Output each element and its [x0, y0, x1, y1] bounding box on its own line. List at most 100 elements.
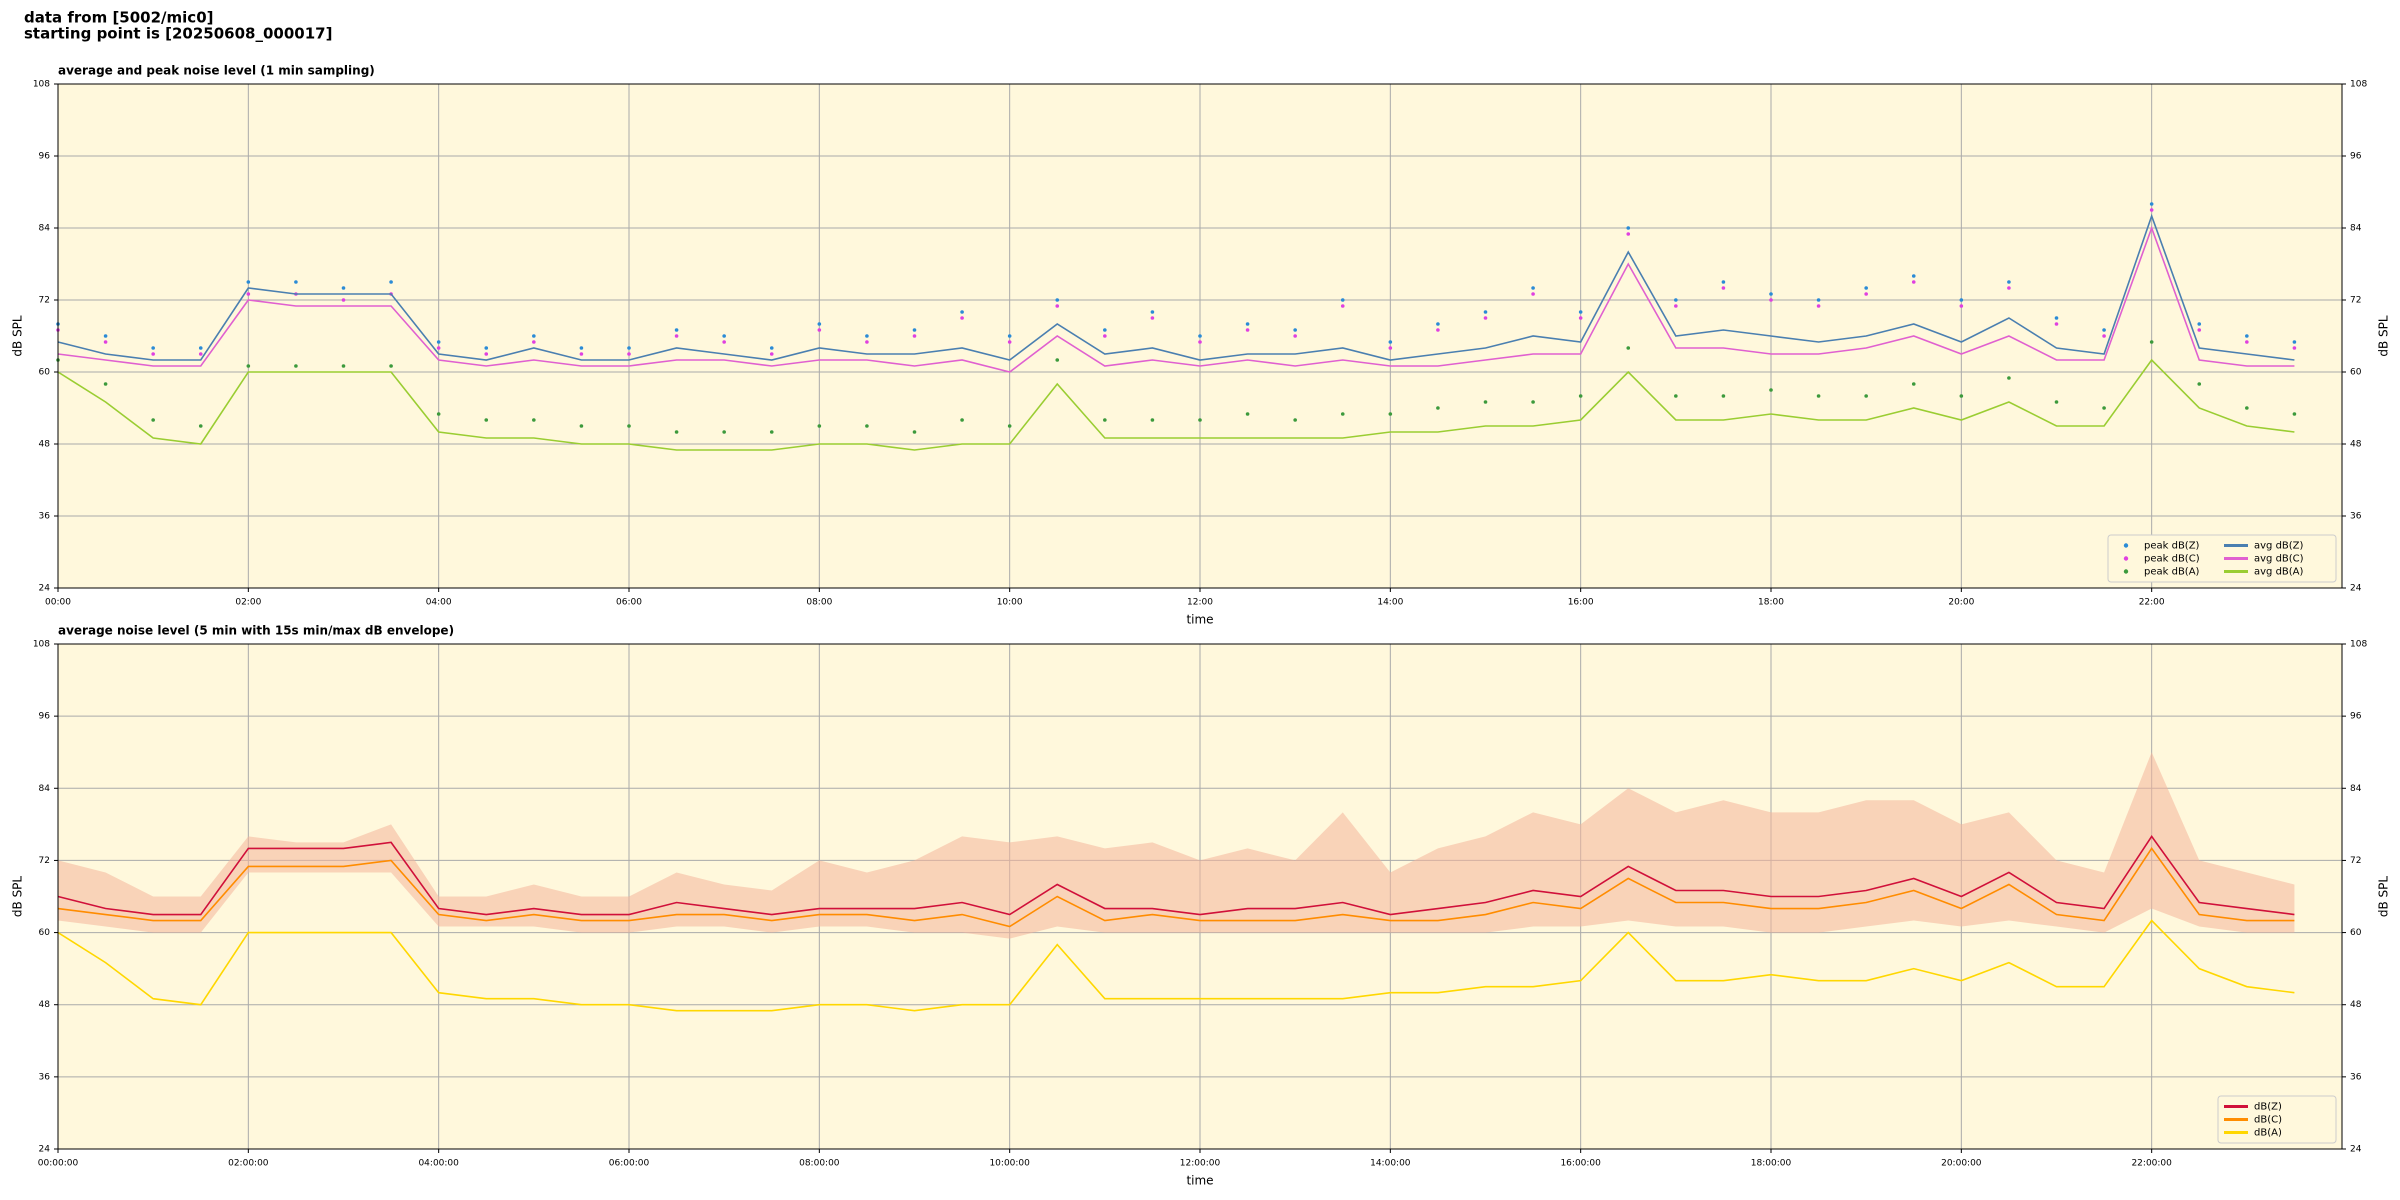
x-tick-label: 02:00 — [235, 598, 261, 608]
legend-label: avg dB(C) — [2254, 554, 2304, 565]
peak-point — [436, 340, 441, 344]
chart-panel: average noise level (5 min with 15s min/… — [11, 624, 2391, 1188]
peak-point — [2292, 340, 2297, 344]
peak-point — [198, 424, 203, 428]
legend: peak dB(Z) peak dB(C) peak dB(A) avg dB(Z) a… — [2107, 534, 2337, 583]
peak-point — [769, 346, 774, 350]
peak-point — [2245, 406, 2249, 410]
peak-point — [1674, 394, 1678, 398]
peak-point — [1531, 292, 1535, 296]
peak-point — [1578, 316, 1583, 320]
chart-panel: average and peak noise level (1 min samp… — [11, 64, 2391, 627]
peak-point — [1150, 310, 1155, 314]
peak-point — [627, 352, 631, 356]
peak-point — [294, 280, 298, 284]
peak-point — [198, 346, 203, 350]
peak-point — [246, 292, 251, 296]
peak-point — [1483, 400, 1488, 404]
y-tick-label: 108 — [33, 80, 50, 90]
peak-point — [2007, 376, 2011, 380]
peak-point — [865, 340, 869, 344]
peak-point — [1388, 412, 1393, 416]
y-tick-label-right: 72 — [2350, 856, 2361, 866]
y-tick-label: 48 — [39, 440, 51, 450]
peak-point — [1578, 394, 1583, 398]
peak-point — [484, 352, 489, 356]
peak-point — [722, 340, 726, 344]
y-tick-label-right: 84 — [2350, 224, 2362, 234]
y-tick-label: 72 — [39, 296, 50, 306]
peak-point — [1531, 286, 1535, 290]
series-line — [57, 225, 2295, 373]
peak-point — [246, 280, 251, 284]
peak-point — [1959, 394, 1964, 398]
peak-point — [1103, 328, 1107, 332]
peak-point — [2245, 334, 2249, 338]
peak-point — [1340, 304, 1345, 308]
y-tick-label-right: 24 — [2350, 584, 2362, 594]
peak-point — [817, 328, 822, 332]
peak-point — [1911, 274, 1916, 278]
y-tick-label: 60 — [39, 368, 51, 378]
y-tick-label-right: 72 — [2350, 296, 2361, 306]
y-tick-label-right: 108 — [2350, 80, 2367, 90]
y-tick-label-right: 108 — [2350, 640, 2367, 650]
peak-point — [1103, 334, 1107, 338]
peak-point — [1293, 334, 1297, 338]
peak-point — [722, 334, 726, 338]
peak-point — [627, 424, 631, 428]
peak-point — [1388, 340, 1393, 344]
y-tick-label-right: 96 — [2350, 152, 2362, 162]
peak-point — [912, 328, 917, 332]
peak-point — [2149, 340, 2154, 344]
plot-frame — [57, 643, 2343, 1150]
peak-point — [960, 316, 964, 320]
legend-box — [2107, 534, 2337, 583]
peak-point — [532, 418, 536, 422]
peak-point — [532, 334, 536, 338]
legend-label: peak dB(Z) — [2144, 541, 2200, 552]
legend-label: avg dB(A) — [2254, 567, 2304, 578]
peak-point — [769, 352, 774, 356]
peak-point — [389, 364, 393, 368]
peak-point — [198, 352, 203, 356]
peak-point — [1198, 340, 1202, 344]
legend-marker — [2123, 569, 2129, 574]
x-tick-label: 12:00 — [1187, 598, 1213, 608]
peak-point — [1531, 400, 1535, 404]
peak-point — [1959, 304, 1964, 308]
peak-point — [2197, 328, 2202, 332]
legend-marker — [2123, 556, 2129, 561]
legend-label: dB(A) — [2254, 1128, 2282, 1139]
peak-point — [341, 286, 346, 290]
x-tick-label: 04:00:00 — [418, 1159, 459, 1169]
peak-point — [2245, 340, 2249, 344]
peak-point — [103, 334, 108, 338]
peak-point — [960, 310, 964, 314]
peak-point — [1245, 328, 1250, 332]
x-tick-label: 16:00 — [1568, 598, 1594, 608]
peak-point — [2292, 412, 2297, 416]
x-tick-label: 10:00:00 — [989, 1159, 1030, 1169]
peak-point — [1674, 298, 1678, 302]
peak-point — [912, 334, 917, 338]
x-tick-label: 00:00:00 — [38, 1159, 79, 1169]
peak-point — [1721, 286, 1726, 290]
y-tick-label-right: 60 — [2350, 928, 2362, 938]
x-tick-label: 00:00 — [45, 598, 71, 608]
peak-point — [1769, 292, 1773, 296]
peak-point — [912, 430, 917, 434]
peak-point — [2102, 328, 2106, 332]
peak-point — [1436, 322, 1440, 326]
series-line — [57, 213, 2295, 361]
x-axis-label: time — [1186, 613, 1213, 627]
peak-point — [817, 322, 822, 326]
y-tick-label-right: 24 — [2350, 1145, 2362, 1155]
x-tick-label: 18:00:00 — [1751, 1159, 1792, 1169]
legend-marker — [2123, 543, 2129, 548]
series-line — [57, 358, 2295, 451]
x-tick-label: 14:00:00 — [1370, 1159, 1411, 1169]
x-tick-label: 20:00:00 — [1941, 1159, 1982, 1169]
peak-point — [1055, 304, 1060, 308]
peak-point — [1103, 418, 1107, 422]
